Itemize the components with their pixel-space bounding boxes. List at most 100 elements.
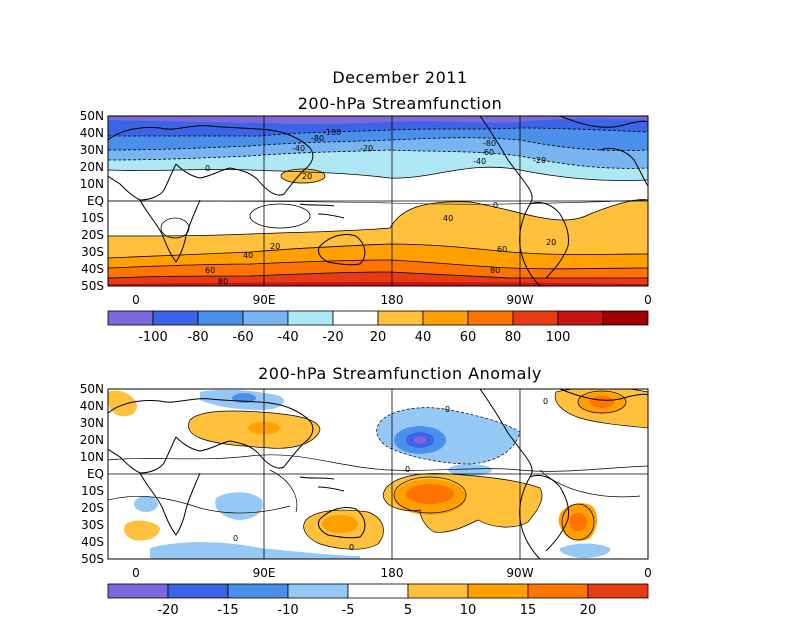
lat-tick-label: 20N	[80, 433, 104, 447]
top-contour-label: 80	[490, 266, 500, 275]
lon-tick-label: 180	[381, 566, 404, 580]
colorbar-label: 20	[580, 603, 597, 618]
colorbar-label: 60	[460, 330, 477, 345]
colorbar-swatch	[527, 583, 589, 599]
bottom-contours	[108, 389, 648, 550]
colorbar-swatch	[332, 310, 379, 326]
anom-pos-aus-core	[322, 515, 358, 533]
top-contour-label: 0	[205, 164, 210, 173]
colorbar-label: -40	[277, 330, 298, 345]
lat-tick-label: 10S	[81, 211, 104, 225]
colorbar-label: 100	[546, 330, 571, 345]
lon-tick-label: 180	[381, 293, 404, 307]
top-contour-label: 20	[270, 242, 280, 251]
lon-tick-label: 0	[644, 293, 652, 307]
lat-tick-label: 40N	[80, 399, 104, 413]
colorbar-label: 20	[370, 330, 387, 345]
colorbar-swatch	[242, 310, 289, 326]
lat-tick-label: 40N	[80, 126, 104, 140]
lat-tick-label: 40S	[81, 262, 104, 276]
bottom-panel-title: 200-hPa Streamfunction Anomaly	[258, 364, 542, 383]
top-lon-labels: 0 90E 180 90W 0	[132, 293, 652, 307]
colorbar-label: -80	[187, 330, 208, 345]
top-colorbar: -100 -80 -60 -40 -20 20 40 60 80 100	[107, 310, 649, 345]
colorbar-label: 15	[520, 603, 537, 618]
colorbar-swatch	[197, 310, 244, 326]
lat-tick-label: 50S	[81, 279, 104, 293]
anom-neg-madagascar	[134, 496, 158, 512]
colorbar-swatch	[512, 310, 559, 326]
colorbar-label: -5	[342, 603, 355, 618]
bottom-contour-label: 0	[445, 405, 450, 414]
colorbar-swatch	[287, 583, 349, 599]
colorbar-swatch	[347, 583, 409, 599]
lon-tick-label: 90E	[253, 293, 276, 307]
lat-tick-label: 50N	[80, 109, 104, 123]
lon-tick-label: 90W	[506, 293, 533, 307]
lon-tick-label: 0	[644, 566, 652, 580]
lat-tick-label: 10S	[81, 484, 104, 498]
colorbar-swatch	[587, 583, 649, 599]
top-panel-title: 200-hPa Streamfunction	[297, 94, 503, 113]
top-contour-label: 0	[493, 201, 498, 210]
colorbar-swatch	[152, 310, 199, 326]
top-contour-label: -60	[481, 148, 494, 157]
lon-tick-label: 0	[132, 293, 140, 307]
anom-neg-npac-center	[414, 436, 426, 444]
lat-tick-label: EQ	[87, 467, 104, 481]
lat-tick-label: 30S	[81, 518, 104, 532]
top-contour-label: -40	[473, 157, 486, 166]
anom-neg-equator	[448, 464, 492, 476]
anom-neg-aus-south	[150, 542, 360, 559]
bottom-lat-labels: 50N 40N 30N 20N 10N EQ 10S 20S 30S 40S 50S	[80, 382, 104, 566]
top-contour-label: -20	[360, 144, 373, 153]
colorbar-label: -20	[322, 330, 343, 345]
lat-tick-label: 10N	[80, 450, 104, 464]
colorbar-label: -100	[138, 330, 168, 345]
top-contour-label: 40	[243, 251, 253, 260]
colorbar-label: 5	[404, 603, 412, 618]
lat-tick-label: 30N	[80, 416, 104, 430]
main-title: December 2011	[332, 68, 468, 87]
lat-tick-label: EQ	[87, 194, 104, 208]
colorbar-swatch	[107, 310, 154, 326]
colorbar-label: 10	[460, 603, 477, 618]
bottom-contour-label: 0	[349, 543, 354, 552]
top-contour-label: 20	[302, 172, 312, 181]
top-contour-labels: -100 -80 -40 -20 0 -80 -60 -40 -20 0 20 …	[205, 128, 556, 286]
lat-tick-label: 20S	[81, 228, 104, 242]
colorbar-swatch	[467, 310, 514, 326]
colorbar-swatch	[287, 310, 334, 326]
top-contour-label: 40	[443, 214, 453, 223]
top-contour-label: 60	[497, 245, 507, 254]
colorbar-swatch	[227, 583, 289, 599]
lat-tick-label: 40S	[81, 535, 104, 549]
colorbar-swatch	[107, 583, 169, 599]
top-contour-label: -80	[483, 139, 496, 148]
anom-pos-spac-core	[406, 484, 454, 504]
top-lat-labels: 50N 40N 30N 20N 10N EQ 10S 20S 30S 40S 50S	[80, 109, 104, 293]
colorbar-swatch	[422, 310, 469, 326]
lat-tick-label: 10N	[80, 177, 104, 191]
colorbar-label: 40	[415, 330, 432, 345]
top-band-80	[108, 272, 648, 286]
anom-neg-satl-south	[559, 543, 611, 558]
colorbar-label: -15	[217, 603, 238, 618]
colorbar-swatch	[407, 583, 469, 599]
colorbar-swatch	[167, 583, 229, 599]
top-band-100	[108, 282, 648, 286]
top-band-minus-100	[108, 116, 648, 124]
colorbar-swatch	[377, 310, 424, 326]
lat-tick-label: 30N	[80, 143, 104, 157]
anom-pos-europe	[108, 390, 137, 417]
bottom-contour-label: 0	[233, 534, 238, 543]
colorbar-label: -60	[232, 330, 253, 345]
top-contour-label: -20	[533, 156, 546, 165]
colorbar-swatch	[557, 310, 604, 326]
bottom-gridlines	[108, 389, 648, 559]
bottom-lon-labels: 0 90E 180 90W 0	[132, 566, 652, 580]
top-coastlines	[108, 116, 648, 286]
anom-pos-satl-core	[569, 513, 587, 531]
top-contour-label: -80	[311, 134, 324, 143]
